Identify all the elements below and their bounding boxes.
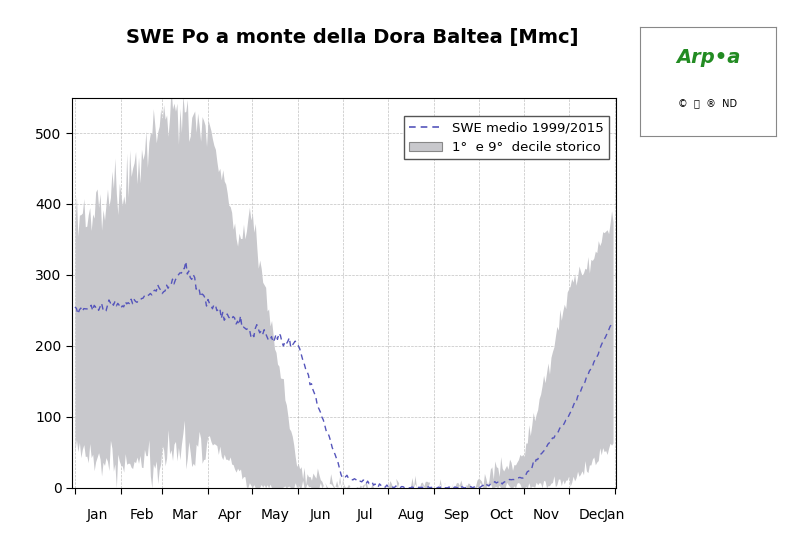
Text: Jan: Jan [604, 508, 626, 521]
Text: Feb: Feb [129, 508, 154, 521]
Text: Apr: Apr [218, 508, 242, 521]
Text: Dec: Dec [578, 508, 605, 521]
Text: May: May [261, 508, 290, 521]
Text: SWE Po a monte della Dora Baltea [Mmc]: SWE Po a monte della Dora Baltea [Mmc] [126, 28, 578, 48]
Text: Jul: Jul [357, 508, 374, 521]
Text: Nov: Nov [533, 508, 560, 521]
Text: Aug: Aug [398, 508, 425, 521]
Text: Mar: Mar [172, 508, 198, 521]
Text: Arp•a: Arp•a [676, 48, 740, 67]
Text: Oct: Oct [490, 508, 514, 521]
Legend: SWE medio 1999/2015, 1°  e 9°  decile storico: SWE medio 1999/2015, 1° e 9° decile stor… [403, 116, 610, 159]
Text: ©  Ⓢ  ®  ND: © Ⓢ ® ND [678, 98, 738, 108]
Text: Jan: Jan [87, 508, 109, 521]
Text: Jun: Jun [310, 508, 331, 521]
Text: Sep: Sep [443, 508, 470, 521]
